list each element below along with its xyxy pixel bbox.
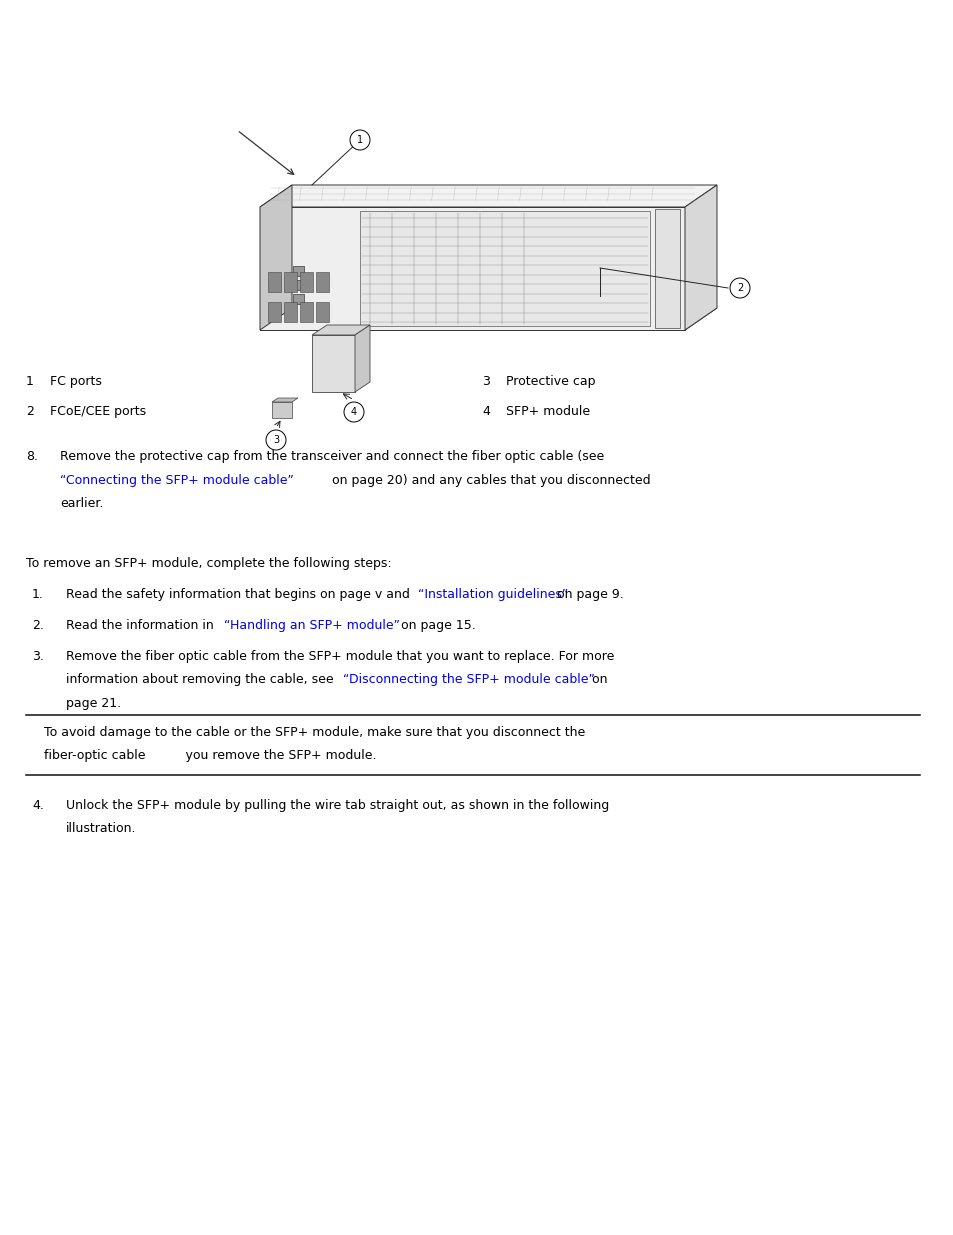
- Text: Protective cap: Protective cap: [505, 375, 595, 388]
- Text: 4.: 4.: [32, 799, 44, 811]
- Text: 1: 1: [26, 375, 34, 388]
- Text: 1: 1: [356, 135, 363, 144]
- Bar: [293, 294, 304, 304]
- Text: 3: 3: [273, 435, 279, 445]
- Text: illustration.: illustration.: [66, 823, 136, 836]
- Bar: [293, 294, 304, 304]
- Text: “Connecting the SFP+ module cable”: “Connecting the SFP+ module cable”: [60, 473, 294, 487]
- Text: “Disconnecting the SFP+ module cable”: “Disconnecting the SFP+ module cable”: [343, 673, 595, 687]
- Bar: [359, 211, 649, 326]
- Text: 8.: 8.: [26, 450, 38, 463]
- Text: 4: 4: [351, 408, 356, 417]
- Bar: [293, 280, 304, 290]
- Polygon shape: [684, 185, 717, 330]
- Text: information about removing the cable, see: information about removing the cable, se…: [66, 673, 337, 687]
- Polygon shape: [355, 325, 370, 391]
- Text: 2: 2: [26, 405, 34, 417]
- Text: Read the information in: Read the information in: [66, 619, 217, 632]
- Bar: [312, 335, 355, 391]
- Polygon shape: [260, 185, 292, 330]
- Bar: [299, 272, 313, 291]
- Text: Remove the protective cap from the transceiver and connect the fiber optic cable: Remove the protective cap from the trans…: [60, 450, 603, 463]
- Circle shape: [344, 403, 364, 422]
- Text: on page 15.: on page 15.: [396, 619, 476, 632]
- Bar: [293, 266, 304, 275]
- Polygon shape: [260, 308, 717, 330]
- Text: Read the safety information that begins on page v and: Read the safety information that begins …: [66, 588, 414, 601]
- Text: “Handling an SFP+ module”: “Handling an SFP+ module”: [224, 619, 399, 632]
- Bar: [293, 280, 304, 290]
- Text: FCoE/CEE ports: FCoE/CEE ports: [50, 405, 146, 417]
- Text: on page 20) and any cables that you disconnected: on page 20) and any cables that you disc…: [328, 473, 650, 487]
- Text: SFP+ module: SFP+ module: [505, 405, 590, 417]
- Bar: [272, 403, 292, 417]
- Text: To avoid damage to the cable or the SFP+ module, make sure that you disconnect t: To avoid damage to the cable or the SFP+…: [44, 726, 584, 739]
- Polygon shape: [260, 185, 717, 207]
- Bar: [284, 272, 296, 291]
- Polygon shape: [260, 207, 684, 330]
- Text: on: on: [587, 673, 607, 687]
- Circle shape: [729, 278, 749, 298]
- Text: “Installation guidelines”: “Installation guidelines”: [417, 588, 568, 601]
- Text: FC ports: FC ports: [50, 375, 102, 388]
- Text: on page 9.: on page 9.: [553, 588, 623, 601]
- Text: earlier.: earlier.: [60, 496, 103, 510]
- Bar: [268, 272, 281, 291]
- Bar: [293, 266, 304, 275]
- Text: 3.: 3.: [32, 650, 44, 663]
- Text: 2.: 2.: [32, 619, 44, 632]
- Text: 2: 2: [736, 283, 742, 293]
- Circle shape: [350, 130, 370, 149]
- Bar: [299, 303, 313, 322]
- Bar: [284, 303, 296, 322]
- Text: 3: 3: [481, 375, 489, 388]
- Bar: [315, 272, 329, 291]
- Bar: [655, 209, 679, 329]
- Text: Remove the fiber optic cable from the SFP+ module that you want to replace. For : Remove the fiber optic cable from the SF…: [66, 650, 614, 663]
- Bar: [268, 303, 281, 322]
- Text: To remove an SFP+ module, complete the following steps:: To remove an SFP+ module, complete the f…: [26, 557, 392, 571]
- Circle shape: [266, 430, 286, 450]
- Text: page 21.: page 21.: [66, 697, 121, 710]
- Bar: [315, 303, 329, 322]
- Text: Unlock the SFP+ module by pulling the wire tab straight out, as shown in the fol: Unlock the SFP+ module by pulling the wi…: [66, 799, 609, 811]
- Text: 1.: 1.: [32, 588, 44, 601]
- Polygon shape: [312, 325, 370, 335]
- Text: fiber-optic cable          you remove the SFP+ module.: fiber-optic cable you remove the SFP+ mo…: [44, 750, 376, 762]
- Text: 4: 4: [481, 405, 489, 417]
- Polygon shape: [272, 398, 297, 403]
